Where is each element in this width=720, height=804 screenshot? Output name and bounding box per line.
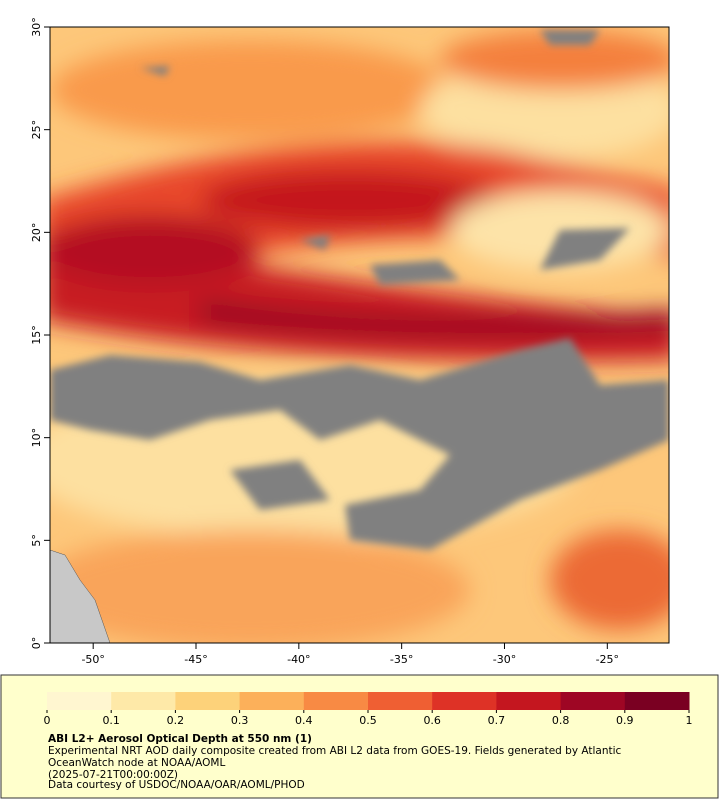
y-tick-label: 25° bbox=[30, 120, 43, 140]
colorbar-swatch bbox=[496, 692, 562, 710]
colorbar-tick-label: 0.3 bbox=[231, 714, 249, 727]
y-tick-label: 0° bbox=[30, 637, 43, 650]
colorbar-tick-label: 0.9 bbox=[616, 714, 634, 727]
caption-line: Experimental NRT AOD daily composite cre… bbox=[48, 745, 622, 757]
aod-map bbox=[50, 27, 669, 643]
colorbar-tick-label: 0.7 bbox=[488, 714, 506, 727]
x-tick-label: -35° bbox=[390, 653, 413, 666]
y-tick-label: 20° bbox=[30, 223, 43, 243]
colorbar-tick-label: 0.1 bbox=[102, 714, 120, 727]
x-tick-label: -30° bbox=[493, 653, 516, 666]
colorbar-swatch bbox=[368, 692, 433, 710]
colorbar-swatch bbox=[432, 692, 497, 710]
caption-line: Data courtesy of USDOC/NOAA/OAR/AOML/PHO… bbox=[48, 779, 305, 791]
y-tick-label: 15° bbox=[30, 325, 43, 345]
colorbar-swatch bbox=[560, 692, 626, 710]
caption-line: OceanWatch node at NOAA/AOML bbox=[48, 757, 225, 769]
colorbar-swatch bbox=[47, 692, 112, 710]
colorbar-swatch bbox=[175, 692, 241, 710]
colorbar-tick-label: 0 bbox=[44, 714, 51, 727]
colorbar-tick-label: 1 bbox=[686, 714, 693, 727]
y-tick-label: 10° bbox=[30, 428, 43, 448]
colorbar-swatch bbox=[624, 692, 690, 710]
x-tick-label: -45° bbox=[184, 653, 207, 666]
colorbar-swatch bbox=[239, 692, 305, 710]
caption-title: ABI L2+ Aerosol Optical Depth at 550 nm … bbox=[48, 733, 312, 745]
axes: -50° -45° -40° -35° -30° -25° 0° 5° 10° 15° 20° 25°… bbox=[30, 17, 619, 666]
x-tick-label: -50° bbox=[81, 653, 104, 666]
colorbar-tick-label: 0.4 bbox=[295, 714, 313, 727]
colorbar-tick-label: 0.6 bbox=[423, 714, 441, 727]
colorbar-tick-label: 0.5 bbox=[359, 714, 377, 727]
y-tick-label: 30° bbox=[30, 17, 43, 37]
colorbar-swatch bbox=[303, 692, 369, 710]
y-tick-label: 5° bbox=[30, 534, 43, 547]
colorbar-swatch bbox=[111, 692, 176, 710]
x-tick-label: -40° bbox=[287, 653, 310, 666]
x-tick-label: -25° bbox=[596, 653, 619, 666]
colorbar-tick-label: 0.8 bbox=[552, 714, 570, 727]
caption-line: (2025-07-21T00:00:00Z) bbox=[48, 769, 178, 781]
colorbar: 0 0.1 0.2 0.3 0.4 0.5 0.6 0.7 0.8 0.9 1 bbox=[44, 692, 693, 727]
colorbar-tick-label: 0.2 bbox=[167, 714, 185, 727]
